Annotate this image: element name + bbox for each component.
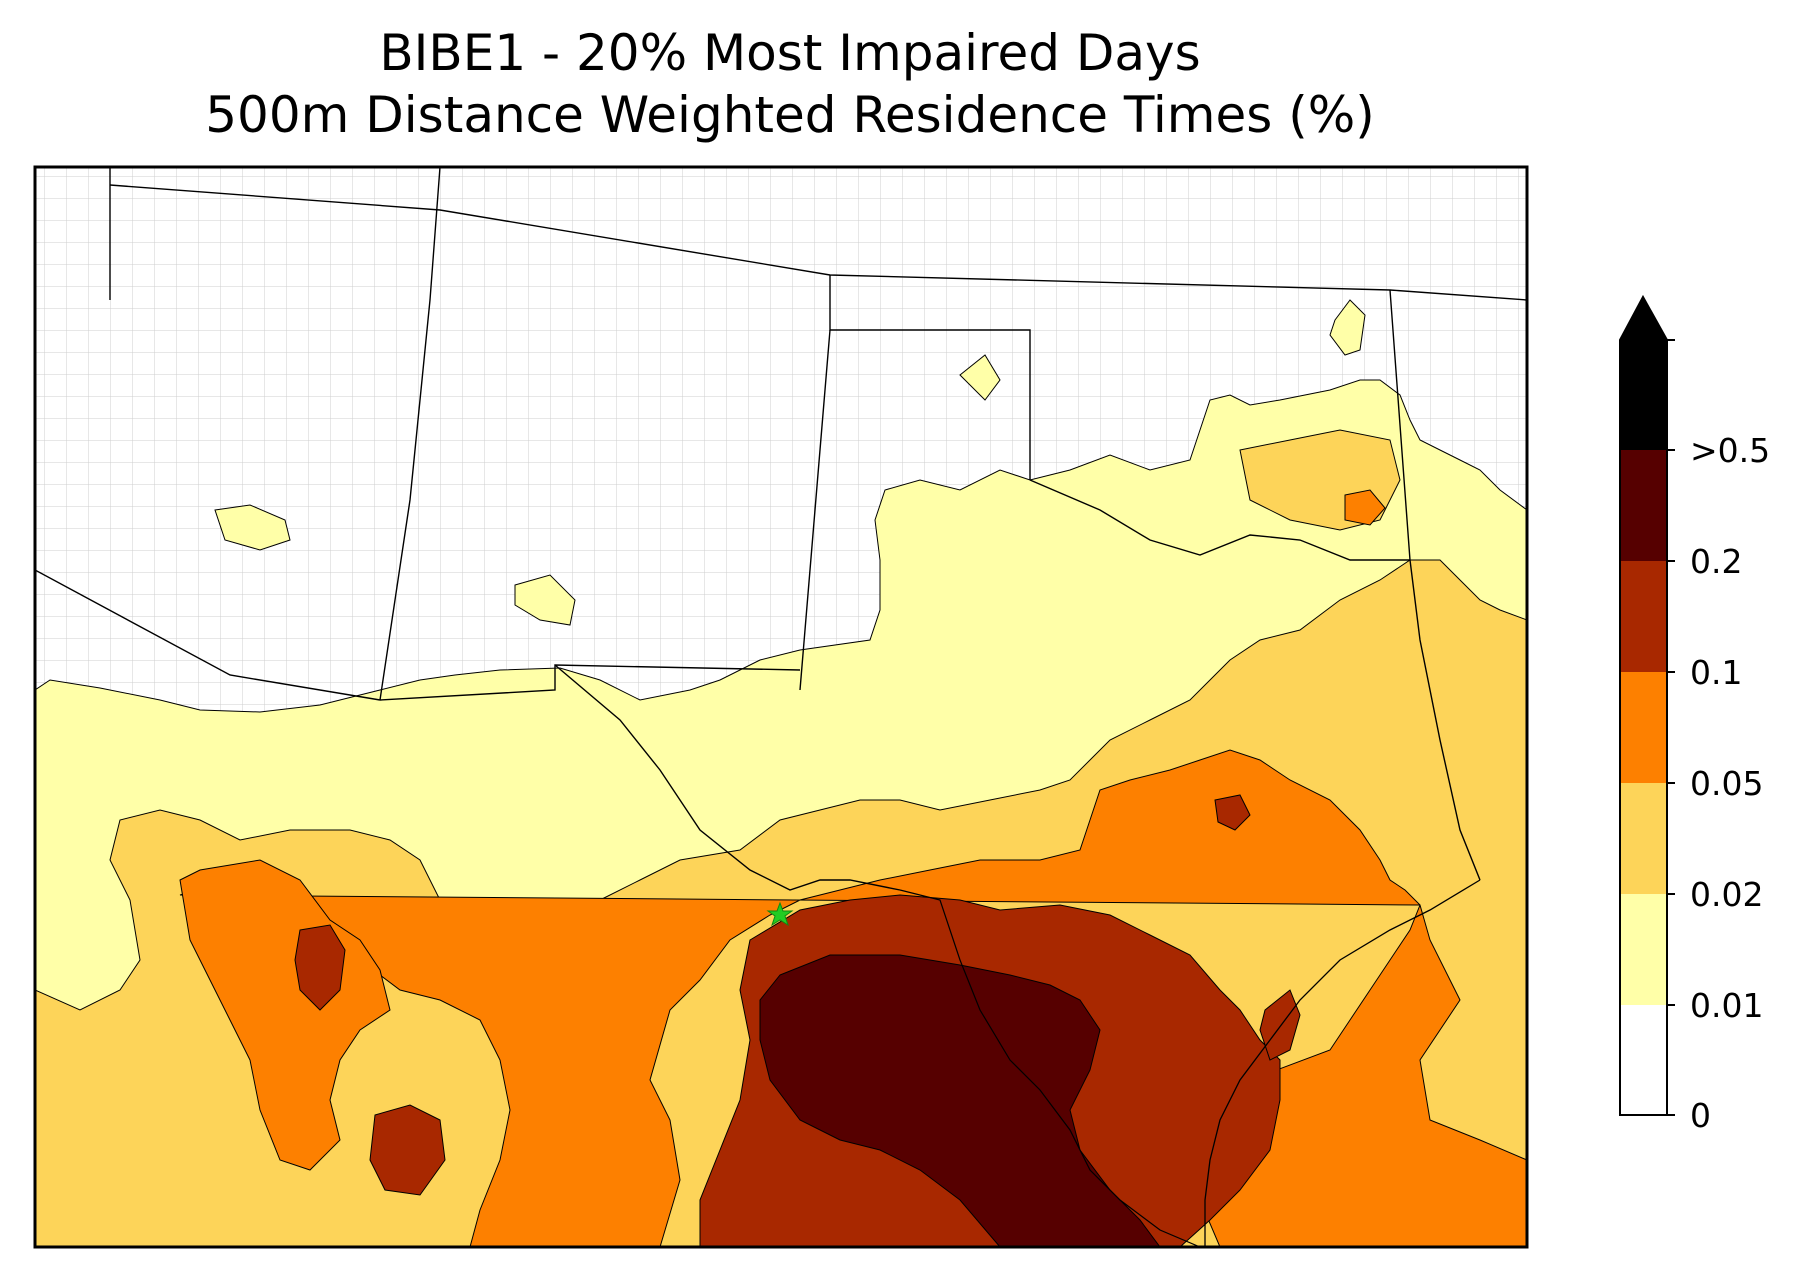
map-title: BIBE1 - 20% Most Impaired Days 500m Dist… [0, 22, 1580, 146]
colorbar-label-0.1: 0.1 [1690, 653, 1743, 692]
contour-0.2 [759, 954, 1161, 1247]
contour-0.1-island-tx [1214, 794, 1251, 831]
contour-0.1-island-1 [294, 924, 346, 1011]
contour-0.1-island-2 [369, 1104, 446, 1196]
rio-grande [899, 889, 1201, 1247]
title-line-2: 500m Distance Weighted Residence Times (… [205, 86, 1375, 144]
colorbar-label-0.01: 0.01 [1690, 986, 1764, 1025]
colorbar-label-0.02: 0.02 [1690, 875, 1764, 914]
colorbar-ticks [1667, 339, 1675, 1116]
gulf-coastline [1204, 879, 1481, 1247]
colorbar-label-gt-0.5: >0.5 [1690, 431, 1771, 470]
colorbar-label-0.05: 0.05 [1690, 764, 1764, 803]
colorbar-outline [1619, 294, 1668, 1116]
colorbar-level-0 [1620, 1005, 1667, 1115]
site-star-marker [766, 901, 794, 927]
colorbar-label-0: 0 [1690, 1096, 1711, 1135]
colorbar-extend-arrow [1620, 297, 1667, 340]
title-line-1: BIBE1 - 20% Most Impaired Days [379, 24, 1201, 82]
colorbar [1619, 294, 1675, 1116]
contour-0.01-island-nm [514, 574, 576, 626]
contour-0.05-island-ok [1344, 489, 1386, 526]
colorbar-label-0.2: 0.2 [1690, 542, 1743, 581]
state-borders [35, 167, 1527, 891]
map-area [35, 167, 1527, 1247]
colorbar-level-0.05 [1620, 672, 1667, 783]
colorbar-level-0.1 [1620, 561, 1667, 672]
colorbar-level-0.02 [1620, 783, 1667, 894]
colorbar-level-0.01 [1620, 894, 1667, 1005]
contour-0.01-island-nw [214, 504, 291, 551]
contour-0.01-island-ks [959, 354, 1001, 401]
contour-0.1-island-3 [1259, 989, 1301, 1061]
contour-0.01-island-ne [1329, 299, 1366, 356]
colorbar-level-0.2 [1620, 450, 1667, 561]
colorbar-level-gt-0.5 [1620, 340, 1667, 450]
map-frame [33, 165, 1529, 1249]
